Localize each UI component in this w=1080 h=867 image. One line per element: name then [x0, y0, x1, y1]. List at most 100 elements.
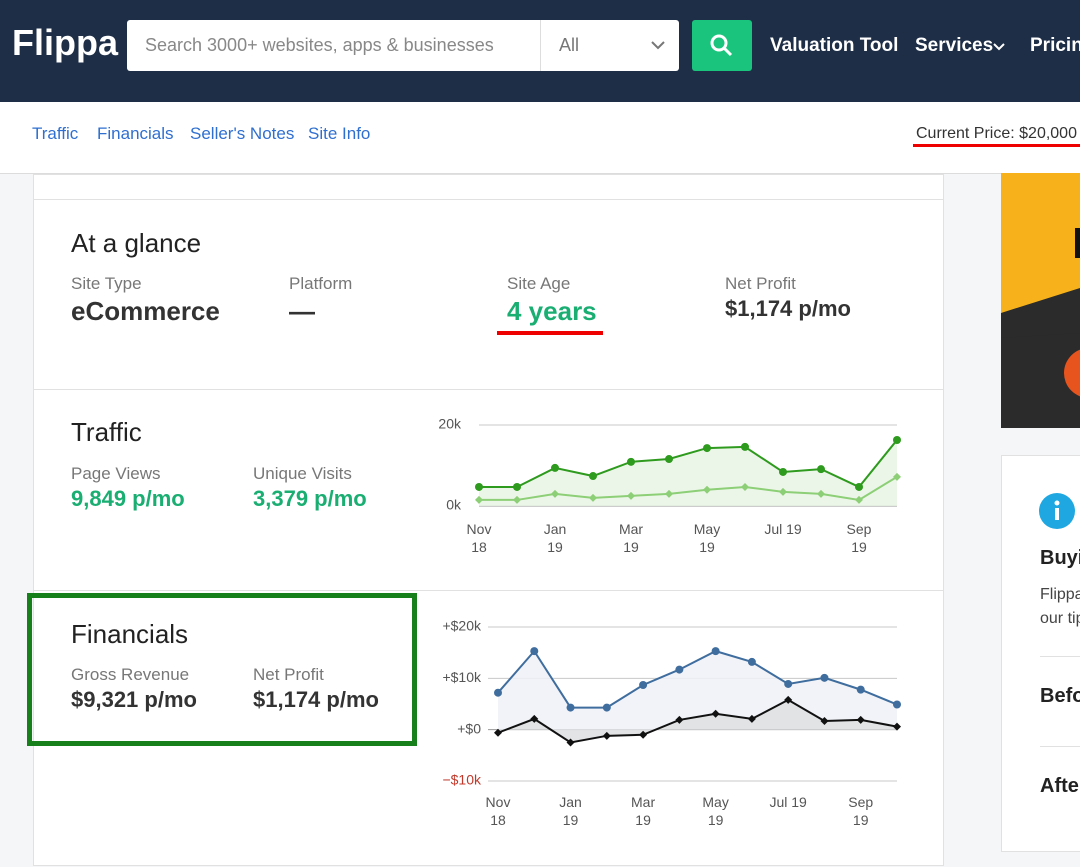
marker — [530, 647, 539, 656]
nav-link[interactable]: Services — [915, 35, 994, 56]
stat-label: Gross Revenue — [71, 665, 190, 684]
separator — [1040, 746, 1080, 747]
marker — [494, 688, 502, 697]
accordion-item[interactable]: Befo — [1040, 685, 1080, 707]
marker — [779, 487, 787, 496]
marker — [589, 472, 597, 481]
marker — [893, 435, 901, 444]
x-tick-label: Jan 19 — [543, 521, 567, 555]
marker — [747, 657, 756, 666]
marker — [855, 495, 863, 504]
separator — [34, 199, 943, 200]
x-tick-label: Sep 19 — [848, 794, 874, 828]
nav-link[interactable]: Pricing — [1030, 35, 1080, 56]
marker — [820, 716, 829, 725]
stat-label: Net Profit — [725, 274, 796, 293]
marker — [627, 491, 635, 500]
x-tick-label: May 19 — [702, 794, 729, 828]
marker — [675, 665, 684, 674]
y-tick-label: 0k — [446, 497, 462, 513]
listing-card — [33, 174, 944, 866]
annotation-underline — [497, 331, 603, 335]
line — [479, 475, 898, 501]
x-tick-label: Mar 19 — [618, 521, 644, 555]
section-title: At a glance — [71, 228, 202, 258]
marker — [856, 715, 865, 724]
marker — [665, 455, 673, 464]
marker — [639, 730, 648, 739]
x-tick-label: Jul 19 — [764, 521, 802, 537]
stat-label: Page Views — [71, 464, 161, 483]
filter-select[interactable]: All — [559, 35, 580, 55]
stat-value: $9,321 p/mo — [71, 687, 197, 712]
annotation-box — [27, 593, 417, 746]
marker — [820, 673, 829, 682]
nav-link[interactable]: Valuation Tool — [770, 35, 899, 56]
marker — [551, 463, 559, 472]
marker — [475, 495, 483, 504]
line — [497, 649, 898, 709]
marker — [602, 731, 611, 740]
stat-value: $1,174 p/mo — [725, 296, 851, 321]
marker — [784, 695, 793, 704]
marker — [855, 482, 863, 491]
tab-link[interactable]: Financials — [97, 124, 174, 143]
marker — [551, 489, 559, 498]
marker — [893, 722, 901, 731]
stat-value: $1,174 p/mo — [253, 687, 379, 712]
info-icon — [1039, 493, 1075, 529]
line — [497, 698, 898, 744]
marker — [703, 485, 711, 494]
stat-label: Site Age — [507, 274, 571, 293]
ad-graphic — [1001, 228, 1080, 397]
divider — [540, 20, 541, 71]
marker — [711, 647, 720, 656]
marker — [627, 457, 635, 466]
y-tick-label: +$20k — [442, 618, 482, 634]
logo[interactable]: Flippa — [12, 22, 118, 63]
marker — [639, 681, 648, 690]
marker — [747, 714, 756, 723]
area — [479, 439, 897, 506]
stat-value: — — [289, 296, 315, 326]
chevron — [993, 43, 1005, 51]
stat-value: 3,379 p/mo — [253, 486, 367, 511]
y-tick-label: +$0 — [457, 720, 481, 736]
search-box[interactable] — [127, 20, 679, 71]
marker — [711, 709, 720, 718]
tab-link[interactable]: Seller's Notes — [190, 124, 295, 143]
search-icon — [710, 34, 733, 57]
stat-label: Site Type — [71, 274, 142, 293]
traffic-chart: 20k 0k — [438, 416, 901, 513]
tab-link[interactable]: Traffic — [32, 124, 79, 143]
marker — [893, 700, 901, 709]
stat-value: 9,849 p/mo — [71, 486, 185, 511]
marker — [589, 493, 597, 502]
search-button[interactable] — [692, 20, 752, 71]
current-price: Current Price: $20,000 — [916, 125, 1077, 142]
marker — [513, 482, 521, 491]
marker — [566, 738, 575, 747]
separator — [1040, 656, 1080, 657]
marker — [817, 465, 825, 474]
section-title: Financials — [71, 619, 189, 649]
chevron — [651, 41, 665, 50]
x-tick-label: Nov 18 — [485, 794, 511, 828]
tab-link[interactable]: Site Info — [308, 124, 371, 143]
section-title: Traffic — [71, 417, 142, 447]
stat-value: eCommerce — [71, 296, 220, 326]
sub-nav — [0, 102, 1080, 174]
stat-label: Platform — [289, 274, 353, 293]
financials-chart: +$20k +$10k +$0 −$10k — [442, 618, 901, 788]
y-tick-label: +$10k — [442, 669, 482, 685]
area — [498, 699, 897, 743]
marker — [817, 489, 825, 498]
marker — [566, 703, 575, 712]
accordion-item[interactable]: Afte — [1040, 775, 1079, 797]
x-tick-label: May 19 — [693, 521, 721, 555]
search-placeholder[interactable]: Search 3000+ websites, apps & businesses — [145, 35, 494, 55]
marker — [530, 714, 539, 723]
marker — [513, 495, 521, 504]
y-tick-label: −$10k — [442, 772, 482, 788]
